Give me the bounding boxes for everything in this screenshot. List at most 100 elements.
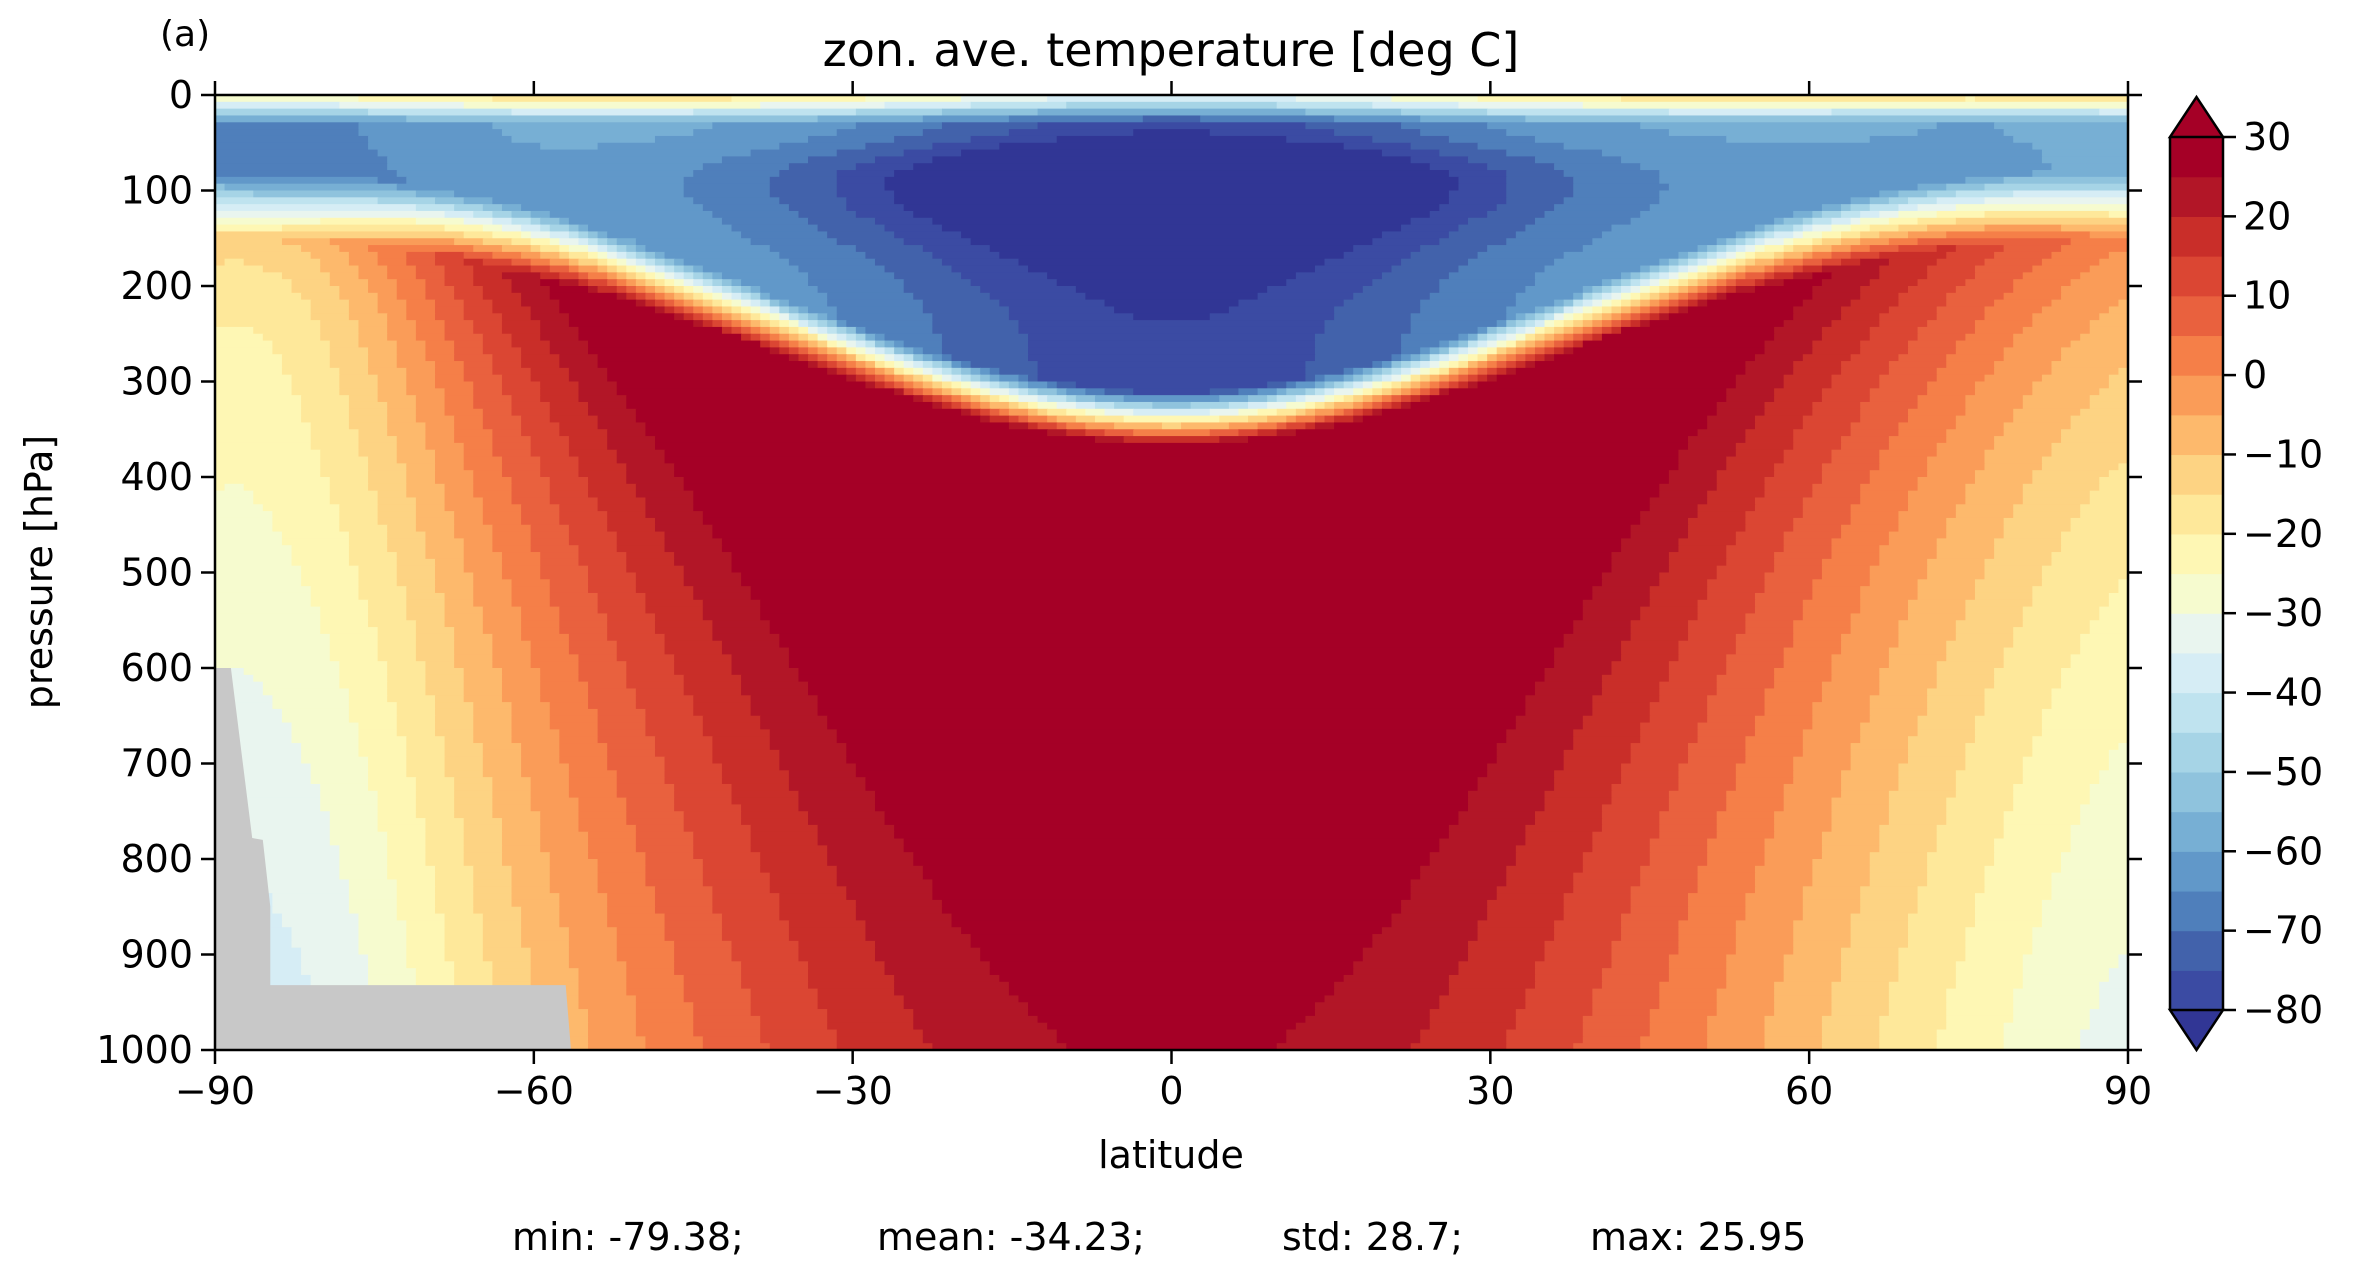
- contour-cell: [2022, 770, 2101, 778]
- contour-cell: [961, 388, 972, 396]
- colorbar-tick-label: 10: [2243, 274, 2291, 318]
- contour-cell: [654, 886, 714, 894]
- contour-cell: [215, 627, 322, 635]
- contour-cell: [1353, 968, 1460, 976]
- contour-cell: [1649, 292, 1661, 301]
- contour-cell: [1668, 961, 1728, 969]
- contour-cell: [721, 927, 790, 935]
- contour-cell: [1582, 859, 1651, 867]
- contour-cell: [2013, 633, 2081, 642]
- contour-cell: [798, 354, 809, 362]
- contour-cell: [540, 388, 580, 396]
- contour-cell: [1582, 320, 1594, 328]
- contour-cell: [473, 579, 513, 587]
- contour-cell: [903, 361, 915, 369]
- contour-cell: [1343, 142, 1412, 151]
- contour-cell: [970, 238, 1374, 246]
- contour-cell: [1821, 333, 1871, 342]
- contour-cell: [2089, 490, 2128, 499]
- contour-cell: [1974, 722, 2043, 731]
- contour-cell: [1754, 715, 1814, 724]
- contour-cell: [769, 313, 781, 321]
- contour-cell: [1534, 306, 1546, 315]
- contour-cell: [769, 1043, 838, 1050]
- contour-cell: [2013, 783, 2091, 792]
- contour-cell: [368, 279, 398, 287]
- contour-cell: [444, 224, 484, 233]
- contour-cell: [721, 320, 733, 328]
- contour-cell: [1305, 108, 1402, 117]
- contour-cell: [2080, 647, 2128, 656]
- contour-cell: [521, 927, 570, 935]
- contour-cell: [272, 899, 350, 908]
- contour-cell: [568, 770, 618, 778]
- contour-cell: [511, 893, 561, 901]
- contour-cell: [588, 231, 599, 240]
- contour-cell: [1774, 231, 1795, 240]
- contour-cell: [865, 340, 876, 349]
- contour-cell: [320, 463, 369, 471]
- contour-cell: [396, 702, 436, 710]
- contour-cell: [1592, 313, 1603, 321]
- colorbar-segment: [2170, 851, 2223, 892]
- contour-cell: [1420, 1029, 1508, 1038]
- contour-cell: [1094, 436, 1125, 444]
- contour-cell: [482, 620, 522, 628]
- contour-cell: [1468, 347, 1479, 356]
- contour-cell: [215, 824, 331, 833]
- contour-cell: [435, 477, 475, 485]
- contour-cell: [2032, 170, 2128, 178]
- contour-cell: [1936, 681, 1995, 690]
- contour-cell: [1860, 906, 1919, 915]
- contour-cell: [1850, 620, 1900, 628]
- contour-cell: [635, 279, 647, 287]
- contour-cell: [808, 981, 895, 990]
- contour-cell: [731, 299, 742, 308]
- contour-cell: [2061, 674, 2128, 683]
- contour-cell: [626, 477, 685, 485]
- contour-cell: [1879, 552, 1938, 560]
- contour-cell: [1898, 354, 1948, 362]
- contour-cell: [1869, 879, 1928, 888]
- contour-cell: [1372, 279, 1441, 287]
- contour-cell: [2051, 702, 2128, 710]
- contour-cell: [1965, 606, 2024, 615]
- contour-cell: [1544, 940, 1613, 949]
- contour-cell: [779, 913, 857, 922]
- contour-cell: [1936, 1043, 2005, 1050]
- contour-cell: [348, 552, 398, 560]
- contour-cell: [1640, 320, 1651, 328]
- contour-cell: [368, 286, 398, 294]
- contour-cell: [616, 292, 628, 301]
- contour-cell: [1506, 1043, 1575, 1050]
- contour-cell: [1908, 197, 1938, 205]
- contour-cell: [521, 756, 561, 765]
- contour-cell: [396, 279, 427, 287]
- contour-cell: [1592, 995, 1661, 1004]
- contour-cell: [578, 661, 628, 669]
- contour-cell: [2013, 190, 2128, 199]
- contour-cell: [2022, 401, 2091, 410]
- contour-cell: [368, 974, 417, 983]
- contour-cell: [568, 265, 580, 274]
- contour-cell: [482, 408, 513, 417]
- contour-cell: [1133, 429, 1211, 437]
- contour-cell: [1601, 149, 2043, 158]
- contour-cell: [1391, 395, 1402, 403]
- contour-cell: [1745, 265, 1766, 274]
- contour-cell: [559, 272, 580, 280]
- contour-cell: [836, 326, 848, 335]
- contour-cell: [2013, 504, 2081, 512]
- y-tick-label: 300: [120, 360, 193, 404]
- contour-cell: [1936, 831, 2005, 840]
- contour-cell: [501, 681, 542, 690]
- contour-cell: [377, 647, 417, 656]
- x-axis-label: latitude: [1098, 1133, 1244, 1177]
- contour-cell: [396, 572, 436, 581]
- contour-cell: [2089, 231, 2128, 240]
- contour-cell: [817, 224, 886, 233]
- contour-cell: [989, 408, 1001, 417]
- contour-cell: [941, 108, 1039, 117]
- contour-cell: [463, 838, 503, 847]
- contour-cell: [1716, 292, 1728, 301]
